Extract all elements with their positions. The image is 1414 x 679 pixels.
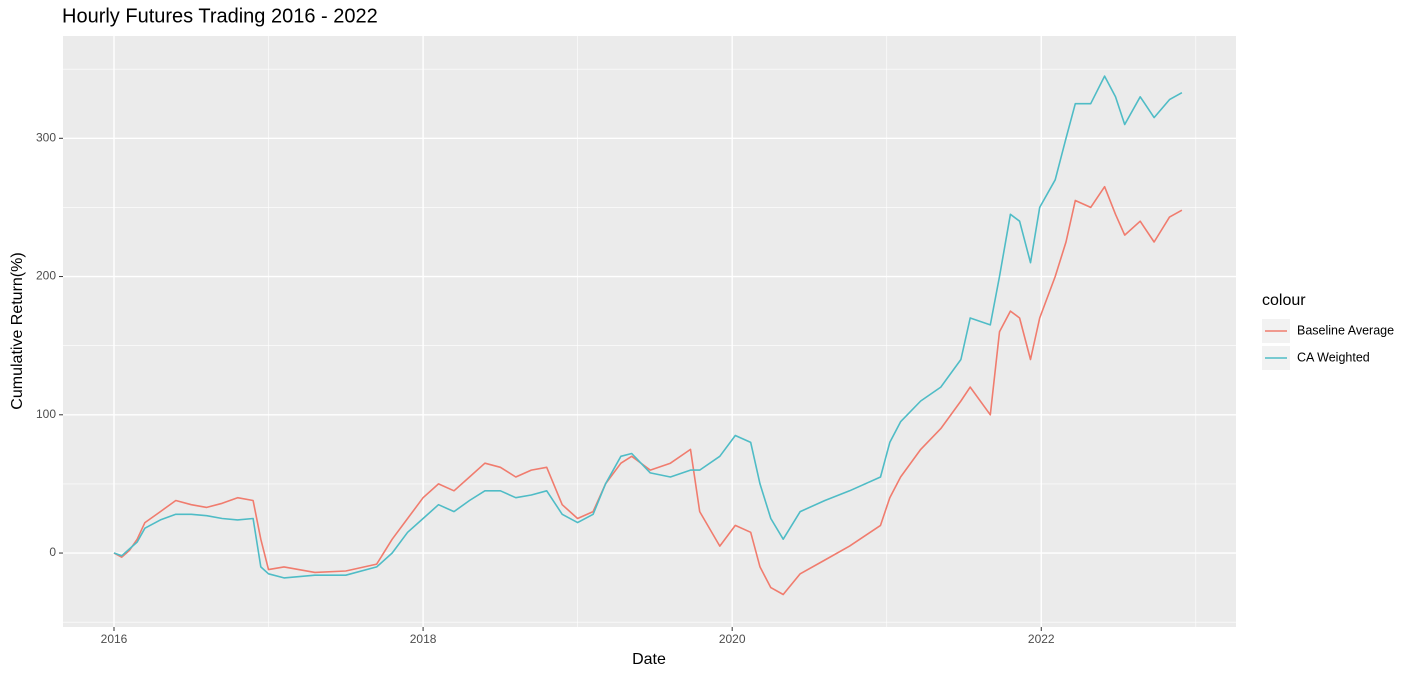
x-tick-label: 2020 xyxy=(719,632,746,646)
y-tick-label: 0 xyxy=(49,545,56,559)
legend-label: CA Weighted xyxy=(1297,350,1370,364)
legend-title: colour xyxy=(1262,292,1306,309)
x-axis-label: Date xyxy=(632,651,666,668)
series-line xyxy=(113,75,1183,579)
legend-label: Baseline Average xyxy=(1297,323,1394,337)
x-tick-label: 2016 xyxy=(101,632,128,646)
y-tick-label: 200 xyxy=(36,269,56,283)
y-axis-label: Cumulative Return(%) xyxy=(9,252,26,409)
x-tick-label: 2022 xyxy=(1028,632,1055,646)
plot-panel xyxy=(63,36,1236,627)
y-tick-label: 100 xyxy=(36,407,56,421)
series-line xyxy=(113,185,1183,596)
chart-title: Hourly Futures Trading 2016 - 2022 xyxy=(62,5,378,27)
x-tick-label: 2018 xyxy=(410,632,437,646)
y-tick-label: 300 xyxy=(36,130,56,144)
